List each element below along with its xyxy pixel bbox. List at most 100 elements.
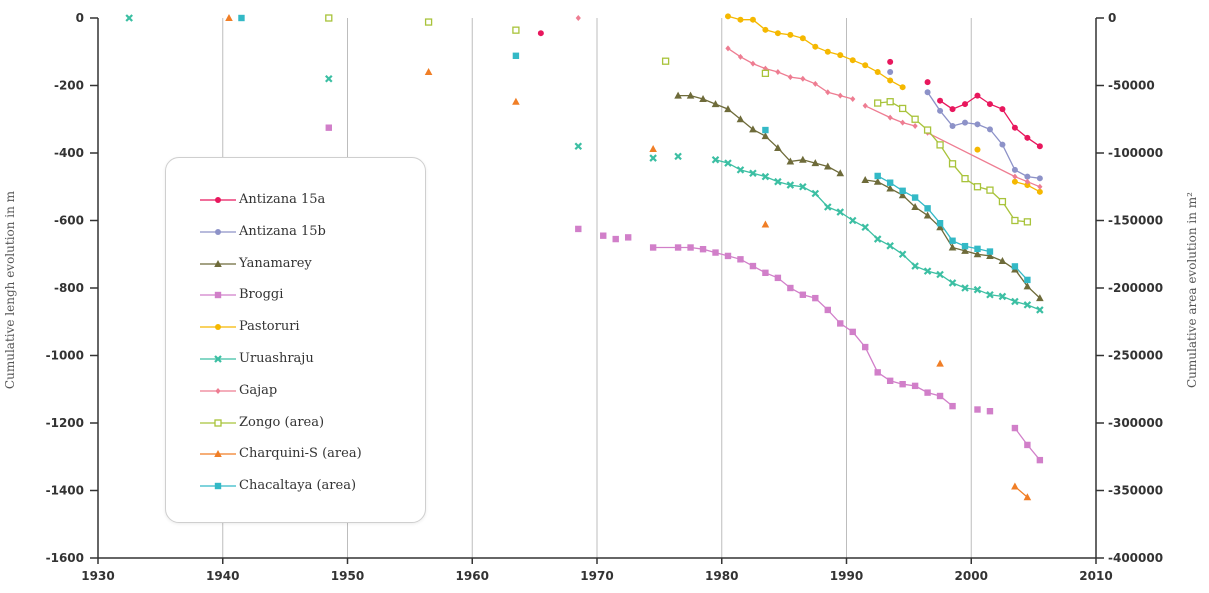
- data-point: [850, 96, 856, 102]
- y-right-tick-label: -350000: [1108, 484, 1163, 498]
- y-right-tick-label: -150000: [1108, 214, 1163, 228]
- data-point: [1011, 424, 1019, 432]
- legend-marker: [214, 292, 222, 299]
- data-point: [862, 62, 869, 69]
- legend-item: Uruashraju: [166, 349, 424, 369]
- data-point: [736, 115, 745, 123]
- data-point: [961, 174, 969, 183]
- y-left-tick-label: -1400: [46, 484, 84, 498]
- data-point: [725, 45, 731, 52]
- data-point: [836, 169, 845, 177]
- data-point: [699, 95, 707, 102]
- series-uruashraju: [125, 14, 1044, 314]
- x-tick-label: 1950: [331, 569, 364, 583]
- legend-item: Antizana 15a: [166, 190, 424, 210]
- legend-swatch: [200, 355, 236, 363]
- data-point: [750, 60, 756, 67]
- series-chacaltaya-area: [238, 14, 1031, 284]
- data-point: [899, 187, 906, 194]
- legend-label: Zongo (area): [239, 414, 325, 430]
- data-point: [737, 16, 744, 23]
- legend-swatch: [200, 292, 236, 299]
- legend-item: Charquini-S (area): [166, 444, 424, 464]
- data-point: [824, 203, 832, 211]
- data-point: [886, 242, 894, 250]
- legend-swatch: [200, 482, 236, 490]
- data-point: [1024, 173, 1031, 180]
- data-point: [849, 328, 856, 336]
- data-point: [986, 126, 993, 133]
- data-point: [424, 68, 433, 75]
- data-point: [612, 235, 619, 243]
- series-antizana-15a: [537, 30, 1043, 150]
- legend-marker: [214, 259, 222, 267]
- data-point: [574, 142, 583, 151]
- legend-label: Charquini-S (area): [239, 446, 362, 462]
- legend-swatch: [200, 259, 236, 267]
- series-line: [877, 175, 991, 253]
- data-point: [225, 14, 233, 21]
- data-point: [711, 155, 720, 164]
- data-point: [886, 98, 894, 106]
- legend-swatch: [200, 418, 236, 427]
- legend-swatch: [200, 197, 236, 203]
- data-point: [762, 269, 769, 277]
- data-point: [961, 246, 969, 254]
- data-point: [948, 160, 957, 168]
- data-point: [1036, 143, 1043, 150]
- data-point: [824, 48, 831, 55]
- data-point: [874, 99, 882, 107]
- data-point: [898, 250, 907, 259]
- legend-marker: [214, 418, 222, 427]
- data-point: [936, 223, 944, 231]
- y-right-tick-label: -300000: [1108, 416, 1163, 430]
- data-point: [686, 91, 695, 99]
- data-point: [1011, 166, 1018, 173]
- data-point: [949, 123, 956, 129]
- data-point: [1036, 294, 1044, 302]
- y-right-tick-label: -200000: [1108, 281, 1163, 295]
- data-point: [737, 256, 744, 263]
- data-point: [575, 225, 582, 233]
- series-zongo-area: [325, 14, 1032, 226]
- legend-swatch: [200, 324, 236, 331]
- legend-marker: [215, 228, 221, 235]
- data-point: [1011, 124, 1018, 131]
- data-series: [125, 13, 1044, 501]
- data-point: [937, 97, 944, 104]
- series-line: [727, 15, 903, 88]
- tick-labels: 1930 1940 1950 1960 1970 1980 1990 2000 2010 0 -20…: [46, 11, 1163, 583]
- data-point: [862, 102, 868, 109]
- data-point: [774, 177, 782, 186]
- data-point: [238, 14, 245, 22]
- data-point: [887, 58, 894, 65]
- data-point: [874, 369, 881, 376]
- data-point: [1011, 216, 1019, 225]
- data-point: [325, 14, 333, 22]
- data-point: [924, 389, 931, 396]
- data-point: [761, 172, 770, 181]
- data-point: [974, 406, 981, 413]
- data-point: [924, 205, 931, 212]
- data-point: [674, 91, 682, 99]
- data-point: [749, 16, 756, 23]
- y-right-tick-label: -50000: [1108, 79, 1155, 93]
- data-point: [936, 359, 944, 367]
- data-point: [762, 26, 769, 33]
- y-left-tick-label: -400: [54, 146, 84, 160]
- data-point: [898, 191, 907, 199]
- data-point: [736, 166, 745, 174]
- series-yanamarey: [674, 91, 1044, 302]
- data-point: [874, 172, 881, 180]
- data-point: [1023, 493, 1032, 501]
- y-left-tick-label: 0: [76, 11, 84, 25]
- data-point: [1024, 276, 1031, 284]
- data-point: [973, 250, 982, 258]
- data-point: [898, 104, 907, 113]
- data-point: [886, 184, 894, 192]
- data-point: [999, 141, 1006, 148]
- data-point: [799, 35, 806, 42]
- data-point: [973, 183, 982, 191]
- data-point: [899, 84, 906, 91]
